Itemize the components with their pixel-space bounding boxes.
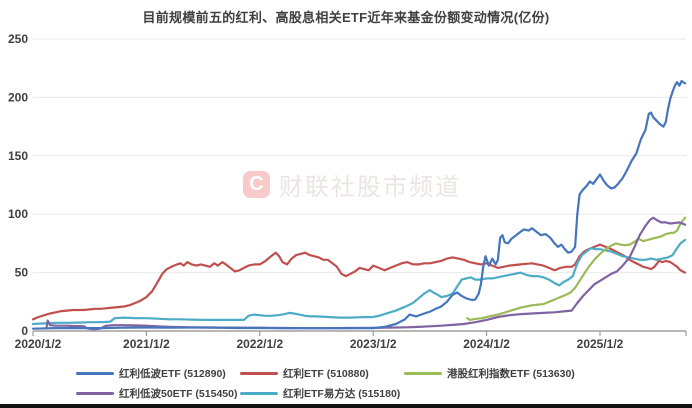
bottom-divider xyxy=(0,404,692,408)
series-line-512890 xyxy=(31,79,687,330)
y-tick-label-50: 50 xyxy=(15,266,29,280)
y-tick-label-200: 200 xyxy=(8,90,28,104)
series-line-510880 xyxy=(31,243,687,321)
x-tick-label-5: 2025/1/2 xyxy=(577,337,624,351)
legend-marker-513630 xyxy=(404,371,442,375)
series-line-513630 xyxy=(466,216,687,321)
legend-marker-515450 xyxy=(76,391,114,395)
y-tick-label-250: 250 xyxy=(8,32,28,46)
plot-area: 0 50 100 150 200 250 2020/1/2 2021/1/2 2022/1/2 2… xyxy=(8,32,687,351)
watermark: C 财联社股市频道 xyxy=(243,167,461,202)
legend-marker-510880 xyxy=(240,371,278,375)
x-tick-label-0: 2020/1/2 xyxy=(15,337,62,351)
y-tick-label-150: 150 xyxy=(8,149,28,163)
y-tick-label-0: 0 xyxy=(21,324,28,338)
legend-item-513630: 港股红利指数ETF (513630) xyxy=(404,364,575,382)
x-tick-label-4: 2024/1/2 xyxy=(463,337,510,351)
legend-item-515450: 红利低波50ETF (515450) xyxy=(76,384,240,402)
legend-label-515180: 红利ETF易方达 (515180) xyxy=(283,387,401,400)
series-line-515180 xyxy=(31,238,687,326)
legend-label-510880: 红利ETF (510880) xyxy=(283,367,369,380)
legend-label-515450: 红利低波50ETF (515450) xyxy=(119,387,238,400)
x-tick-label-2: 2022/1/2 xyxy=(236,337,283,351)
legend-marker-512890 xyxy=(76,371,114,375)
chart-title: 目前规模前五的红利、高股息相关ETF近年来基金份额变动情况(亿份) xyxy=(142,10,550,25)
x-tick-label-3: 2023/1/2 xyxy=(350,337,397,351)
x-tick-label-1: 2021/1/2 xyxy=(123,337,170,351)
watermark-text: 财联社股市频道 xyxy=(279,174,461,201)
legend: 红利低波ETF (512890) 红利ETF (510880) 港股红利指数ETF … xyxy=(76,364,575,402)
legend-item-510880: 红利ETF (510880) xyxy=(240,364,404,382)
legend-label-512890: 红利低波ETF (512890) xyxy=(119,367,226,380)
legend-marker-515180 xyxy=(240,391,278,395)
legend-item-515180: 红利ETF易方达 (515180) xyxy=(240,384,404,402)
series-line-515450 xyxy=(45,216,687,331)
cailianshe-logo-icon: C xyxy=(243,171,270,198)
legend-label-513630: 港股红利指数ETF (513630) xyxy=(447,367,575,380)
legend-item-512890: 红利低波ETF (512890) xyxy=(76,364,240,382)
y-tick-label-100: 100 xyxy=(8,207,28,221)
